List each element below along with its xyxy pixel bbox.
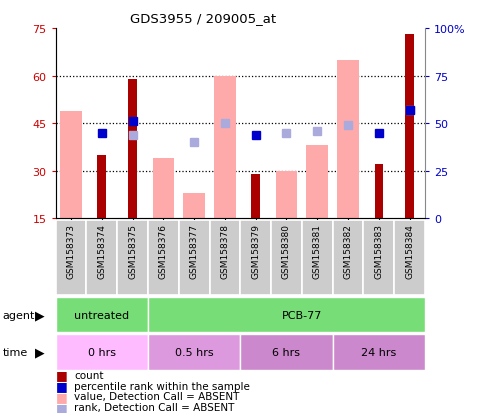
Bar (374, 165, 383, 219)
Bar (148, 297, 425, 332)
Text: GSM158382: GSM158382 (343, 223, 353, 278)
Bar (405, 35, 414, 219)
Bar (240, 221, 271, 295)
Text: ▶: ▶ (35, 309, 45, 321)
Text: PCB-77: PCB-77 (282, 310, 322, 320)
Text: ■: ■ (56, 368, 67, 382)
Bar (179, 221, 210, 295)
Text: 0.5 hrs: 0.5 hrs (175, 347, 213, 357)
Bar (337, 61, 359, 219)
Text: value, Detection Call = ABSENT: value, Detection Call = ABSENT (74, 392, 239, 401)
Bar (60, 111, 82, 219)
Text: rank, Detection Call = ABSENT: rank, Detection Call = ABSENT (74, 402, 234, 412)
Bar (148, 221, 179, 295)
Text: 24 hrs: 24 hrs (361, 347, 397, 357)
Text: agent: agent (2, 310, 35, 320)
Bar (56, 335, 148, 370)
Bar (364, 221, 394, 295)
Bar (184, 194, 205, 219)
Text: count: count (74, 370, 103, 380)
Text: ▶: ▶ (35, 346, 45, 358)
Text: GSM158384: GSM158384 (405, 223, 414, 278)
Text: ■: ■ (56, 401, 67, 413)
Bar (251, 175, 260, 219)
Bar (307, 146, 328, 219)
Bar (394, 221, 425, 295)
Bar (214, 76, 236, 219)
Bar (302, 221, 333, 295)
Bar (333, 335, 425, 370)
Bar (98, 156, 106, 219)
Text: time: time (2, 347, 28, 357)
Text: percentile rank within the sample: percentile rank within the sample (74, 381, 250, 391)
Bar (86, 221, 117, 295)
Bar (128, 80, 137, 219)
Text: 6 hrs: 6 hrs (272, 347, 300, 357)
Bar (148, 335, 241, 370)
Bar (210, 221, 240, 295)
Bar (117, 221, 148, 295)
Text: untreated: untreated (74, 310, 129, 320)
Text: GSM158376: GSM158376 (159, 223, 168, 278)
Text: GDS3955 / 209005_at: GDS3955 / 209005_at (130, 12, 276, 25)
Text: GSM158379: GSM158379 (251, 223, 260, 278)
Text: GSM158373: GSM158373 (67, 223, 75, 278)
Bar (56, 221, 86, 295)
Bar (56, 297, 148, 332)
Text: GSM158374: GSM158374 (97, 223, 106, 278)
Text: GSM158381: GSM158381 (313, 223, 322, 278)
Bar (240, 335, 333, 370)
Bar (271, 221, 302, 295)
Text: 0 hrs: 0 hrs (88, 347, 116, 357)
Bar (333, 221, 364, 295)
Text: GSM158383: GSM158383 (374, 223, 384, 278)
Text: GSM158377: GSM158377 (190, 223, 199, 278)
Bar (276, 171, 297, 219)
Text: GSM158380: GSM158380 (282, 223, 291, 278)
Text: ■: ■ (56, 390, 67, 403)
Text: GSM158375: GSM158375 (128, 223, 137, 278)
Text: ■: ■ (56, 379, 67, 392)
Text: GSM158378: GSM158378 (220, 223, 229, 278)
Bar (153, 159, 174, 219)
